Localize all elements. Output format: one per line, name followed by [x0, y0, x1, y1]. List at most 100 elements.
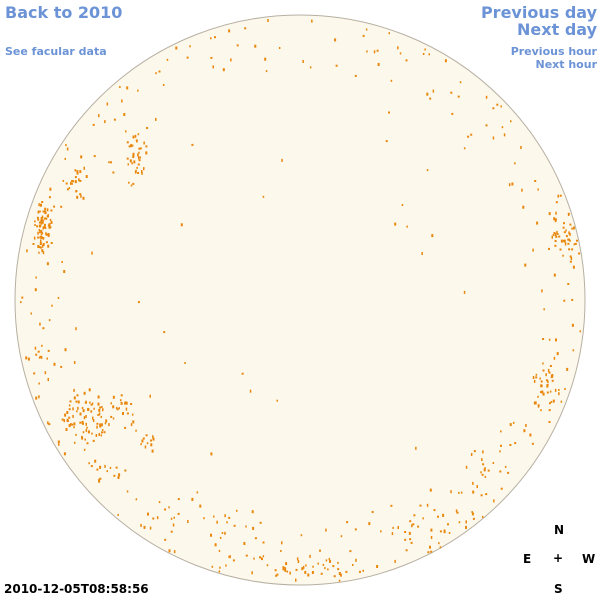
facula-point [568, 248, 571, 251]
facula-point [450, 490, 452, 494]
facula-point [472, 490, 475, 494]
facula-point [365, 28, 368, 31]
facula-point [542, 392, 545, 396]
facula-point [47, 349, 50, 352]
facula-point [38, 356, 41, 359]
facula-point [228, 516, 231, 519]
facula-point [164, 538, 167, 541]
facula-point [75, 190, 77, 193]
previous-hour-link[interactable]: Previous hour [510, 45, 597, 58]
facula-point [302, 565, 305, 569]
next-hour-link[interactable]: Next hour [535, 58, 598, 71]
facula-point [149, 526, 152, 530]
facula-point [40, 355, 43, 359]
facula-point [510, 120, 512, 123]
facula-point [48, 223, 51, 227]
facula-point [132, 413, 134, 416]
facula-point [426, 169, 429, 172]
facula-point [137, 163, 140, 166]
facula-point [104, 422, 107, 425]
facula-point [542, 338, 545, 340]
facula-point [170, 517, 173, 520]
facula-point [132, 155, 135, 159]
facula-point [130, 184, 133, 187]
facula-point [451, 112, 454, 115]
facula-point [448, 532, 451, 534]
facula-point [264, 57, 267, 61]
facula-point [547, 368, 550, 372]
facula-point [554, 388, 557, 392]
facula-point [118, 473, 121, 477]
facula-point [545, 379, 548, 382]
facula-point [46, 262, 49, 266]
facula-point [65, 144, 67, 147]
facula-point [346, 521, 349, 524]
facula-point [34, 346, 37, 350]
facula-point [69, 400, 72, 403]
facula-point [535, 373, 538, 376]
facula-point [385, 140, 388, 143]
facula-point [428, 53, 430, 56]
solar-disk [14, 14, 586, 586]
facula-point [295, 568, 298, 571]
facula-point [500, 105, 502, 108]
facula-point [155, 117, 157, 121]
facula-point [116, 407, 118, 409]
next-day-link[interactable]: Next day [517, 20, 597, 39]
facula-point [254, 537, 257, 540]
facula-point [430, 550, 433, 553]
facula-point [155, 72, 157, 75]
facula-point [140, 523, 142, 527]
back-to-year-link[interactable]: Back to 2010 [5, 3, 123, 22]
facula-point [173, 516, 175, 519]
facula-point [123, 113, 126, 116]
facula-point [92, 416, 94, 420]
facula-point [91, 402, 94, 405]
facula-point [481, 458, 483, 462]
facula-point [37, 231, 39, 235]
facula-point [63, 419, 65, 423]
facula-point [507, 471, 510, 474]
facula-point [48, 225, 51, 229]
facula-point [373, 50, 376, 54]
facula-point [86, 426, 88, 429]
previous-day-link[interactable]: Previous day [480, 3, 597, 22]
facula-point [41, 221, 44, 224]
facula-point [38, 251, 40, 254]
facula-point [547, 380, 549, 384]
facula-point [546, 384, 549, 388]
facula-point [134, 134, 137, 138]
facula-point [380, 530, 382, 533]
facula-point [430, 528, 433, 532]
facula-point [301, 567, 304, 571]
facula-point [485, 124, 488, 127]
facula-point [21, 296, 24, 299]
facula-point [112, 417, 115, 420]
facula-point [128, 145, 131, 148]
facula-point [282, 567, 284, 571]
facula-point [152, 517, 155, 520]
facula-point [548, 247, 550, 250]
facula-point [39, 246, 42, 249]
facula-point [218, 549, 221, 552]
facula-point [376, 49, 379, 52]
facula-point [362, 569, 364, 572]
facula-point [96, 422, 99, 425]
facula-point [508, 183, 511, 187]
see-facular-data-link[interactable]: See facular data [5, 45, 107, 58]
facula-point [554, 219, 557, 223]
facula-point [132, 152, 135, 156]
facula-point [79, 421, 82, 424]
facula-point [565, 235, 568, 238]
facula-point [492, 107, 495, 110]
facula-point [569, 255, 572, 258]
facula-point [127, 163, 129, 166]
facula-point [567, 214, 570, 216]
facula-point [177, 498, 180, 501]
facula-point [426, 503, 429, 507]
facula-point [33, 372, 36, 375]
facula-point [548, 371, 551, 374]
facula-point [117, 476, 120, 479]
facula-point [66, 188, 69, 191]
facula-point [40, 233, 43, 236]
